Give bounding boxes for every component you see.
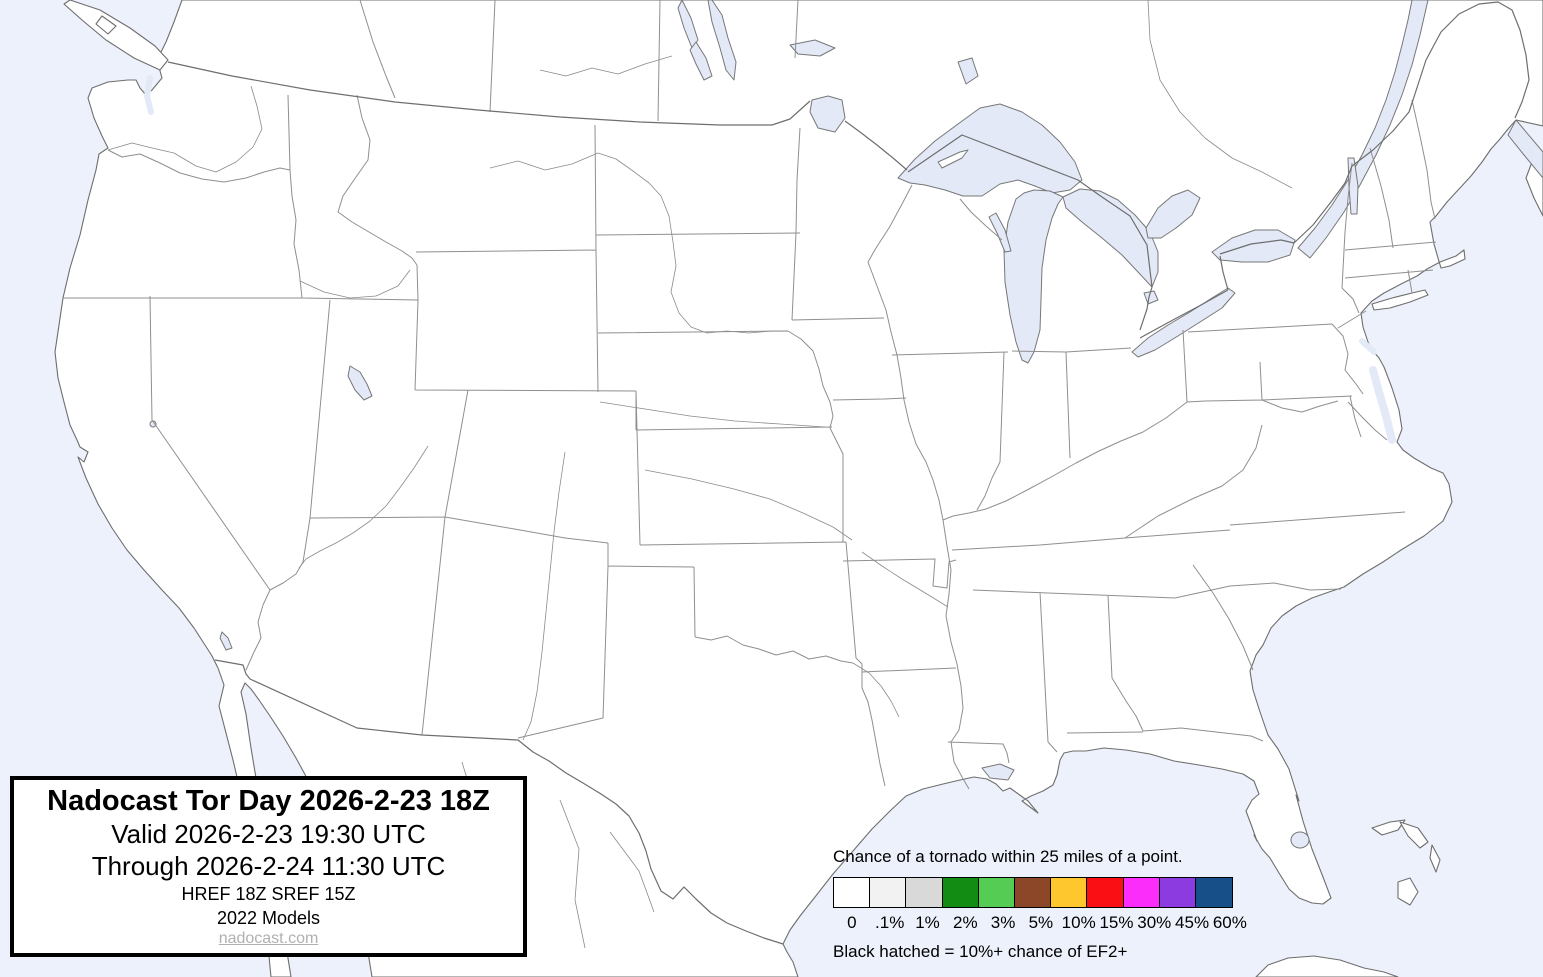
nadocast-link[interactable]: nadocast.com xyxy=(218,930,319,948)
colorado-river xyxy=(298,445,429,569)
legend-swatch-30% xyxy=(1122,877,1161,908)
us-mexico-border xyxy=(214,659,784,945)
lake-superior xyxy=(897,103,1083,197)
mexico-interior-line xyxy=(559,799,586,949)
legend-label-60%: 60% xyxy=(1212,913,1247,932)
legend-label-1%: 1% xyxy=(915,913,940,932)
lake-of-the-woods xyxy=(809,95,846,133)
legend-label-15%: 15% xyxy=(1099,913,1134,932)
valid-time: Valid 2026-2-23 19:30 UTC xyxy=(111,818,426,849)
legend-label-30%: 30% xyxy=(1137,913,1172,932)
salton-sea xyxy=(219,631,233,651)
models-line-1: HREF 18Z SREF 15Z xyxy=(181,884,356,905)
legend-swatch-.1% xyxy=(869,877,907,908)
lake-pontchartrain xyxy=(981,763,1015,781)
probability-legend: Chance of a tornado within 25 miles of a… xyxy=(833,847,1263,962)
legend-swatch-15% xyxy=(1086,877,1125,908)
columbia-river xyxy=(107,85,263,173)
us-canada-border xyxy=(167,1,1530,339)
legend-label-0: 0 xyxy=(847,913,857,932)
snake-river xyxy=(299,269,411,299)
small-island xyxy=(95,15,117,35)
legend-label-10%: 10% xyxy=(1061,913,1096,932)
cuba-coast xyxy=(1255,955,1399,977)
state-borders-west xyxy=(63,94,886,787)
lake-michigan xyxy=(1003,189,1064,364)
green-bay xyxy=(988,212,1012,253)
rivers-layer xyxy=(107,0,1293,949)
lakes-layer xyxy=(144,0,1543,849)
legend-label-.1%: .1% xyxy=(875,913,905,932)
georgian-bay xyxy=(1145,189,1201,239)
forecast-title: Nadocast Tor Day 2026-2-23 18Z xyxy=(47,784,490,817)
delaware-bay xyxy=(1359,338,1377,355)
chesapeake-bay xyxy=(1369,366,1396,444)
legend-note: Black hatched = 10%+ chance of EF2+ xyxy=(833,942,1128,961)
legend-swatch-2% xyxy=(941,877,980,908)
legend-label-row: 0 .1% 1% 2% 3% 5% 10% 15% 30% 45% 60% xyxy=(833,913,1263,933)
national-borders-layer xyxy=(167,1,1530,945)
rio-grande-upper xyxy=(522,451,566,741)
state-borders-layer xyxy=(63,0,1437,790)
continent-outline xyxy=(54,0,1543,977)
saskatchewan-river xyxy=(539,55,673,77)
puget-sound xyxy=(144,75,154,115)
legend-label-45%: 45% xyxy=(1175,913,1210,932)
vancouver-island xyxy=(63,0,169,71)
bay-of-fundy xyxy=(1507,119,1543,179)
legend-swatch-10% xyxy=(1050,877,1089,908)
ottawa-river xyxy=(1147,0,1293,189)
bahamas-island xyxy=(1429,844,1441,873)
lake-manitoba xyxy=(689,41,713,81)
long-island xyxy=(1371,289,1429,311)
lake-okeechobee xyxy=(1290,831,1310,849)
isle-royale xyxy=(937,149,969,169)
bahamas-island xyxy=(1399,821,1429,849)
landmass-layer xyxy=(54,0,1543,977)
arkansas-river-lower xyxy=(861,551,949,608)
legend-swatch-1% xyxy=(905,877,944,908)
state-borders-northeast xyxy=(1182,99,1437,441)
state-borders-plains-midwest xyxy=(595,127,1406,790)
lake-nipigon xyxy=(957,57,979,85)
mexico-interior-line xyxy=(609,831,655,913)
legend-swatch-row xyxy=(833,877,1263,908)
through-time: Through 2026-2-24 11:30 UTC xyxy=(91,851,446,882)
legend-swatch-60% xyxy=(1195,877,1233,908)
legend-swatch-0 xyxy=(833,877,871,908)
legend-label-5%: 5% xyxy=(1028,913,1054,932)
legend-swatch-5% xyxy=(1014,877,1052,908)
title-box: Nadocast Tor Day 2026-2-23 18Z Valid 202… xyxy=(10,776,527,957)
bahamas-island xyxy=(1397,877,1419,906)
great-salt-lake xyxy=(347,365,373,401)
platte-river xyxy=(599,401,826,428)
models-line-2: 2022 Models xyxy=(216,907,321,928)
legend-swatch-3% xyxy=(977,877,1016,908)
legend-swatch-45% xyxy=(1158,877,1197,908)
lake-erie xyxy=(1131,287,1236,358)
legend-heading: Chance of a tornado within 25 miles of a… xyxy=(833,847,1183,866)
lake-ontario xyxy=(1211,229,1296,263)
legend-label-3%: 3% xyxy=(990,913,1016,932)
lac-seul xyxy=(789,39,836,57)
legend-label-2%: 2% xyxy=(953,913,978,932)
lake-huron xyxy=(1062,188,1159,288)
lake-winnipeg xyxy=(707,0,737,81)
arkansas-river xyxy=(644,469,853,541)
red-river-lower xyxy=(852,662,900,718)
canada-province-borders xyxy=(359,0,799,122)
